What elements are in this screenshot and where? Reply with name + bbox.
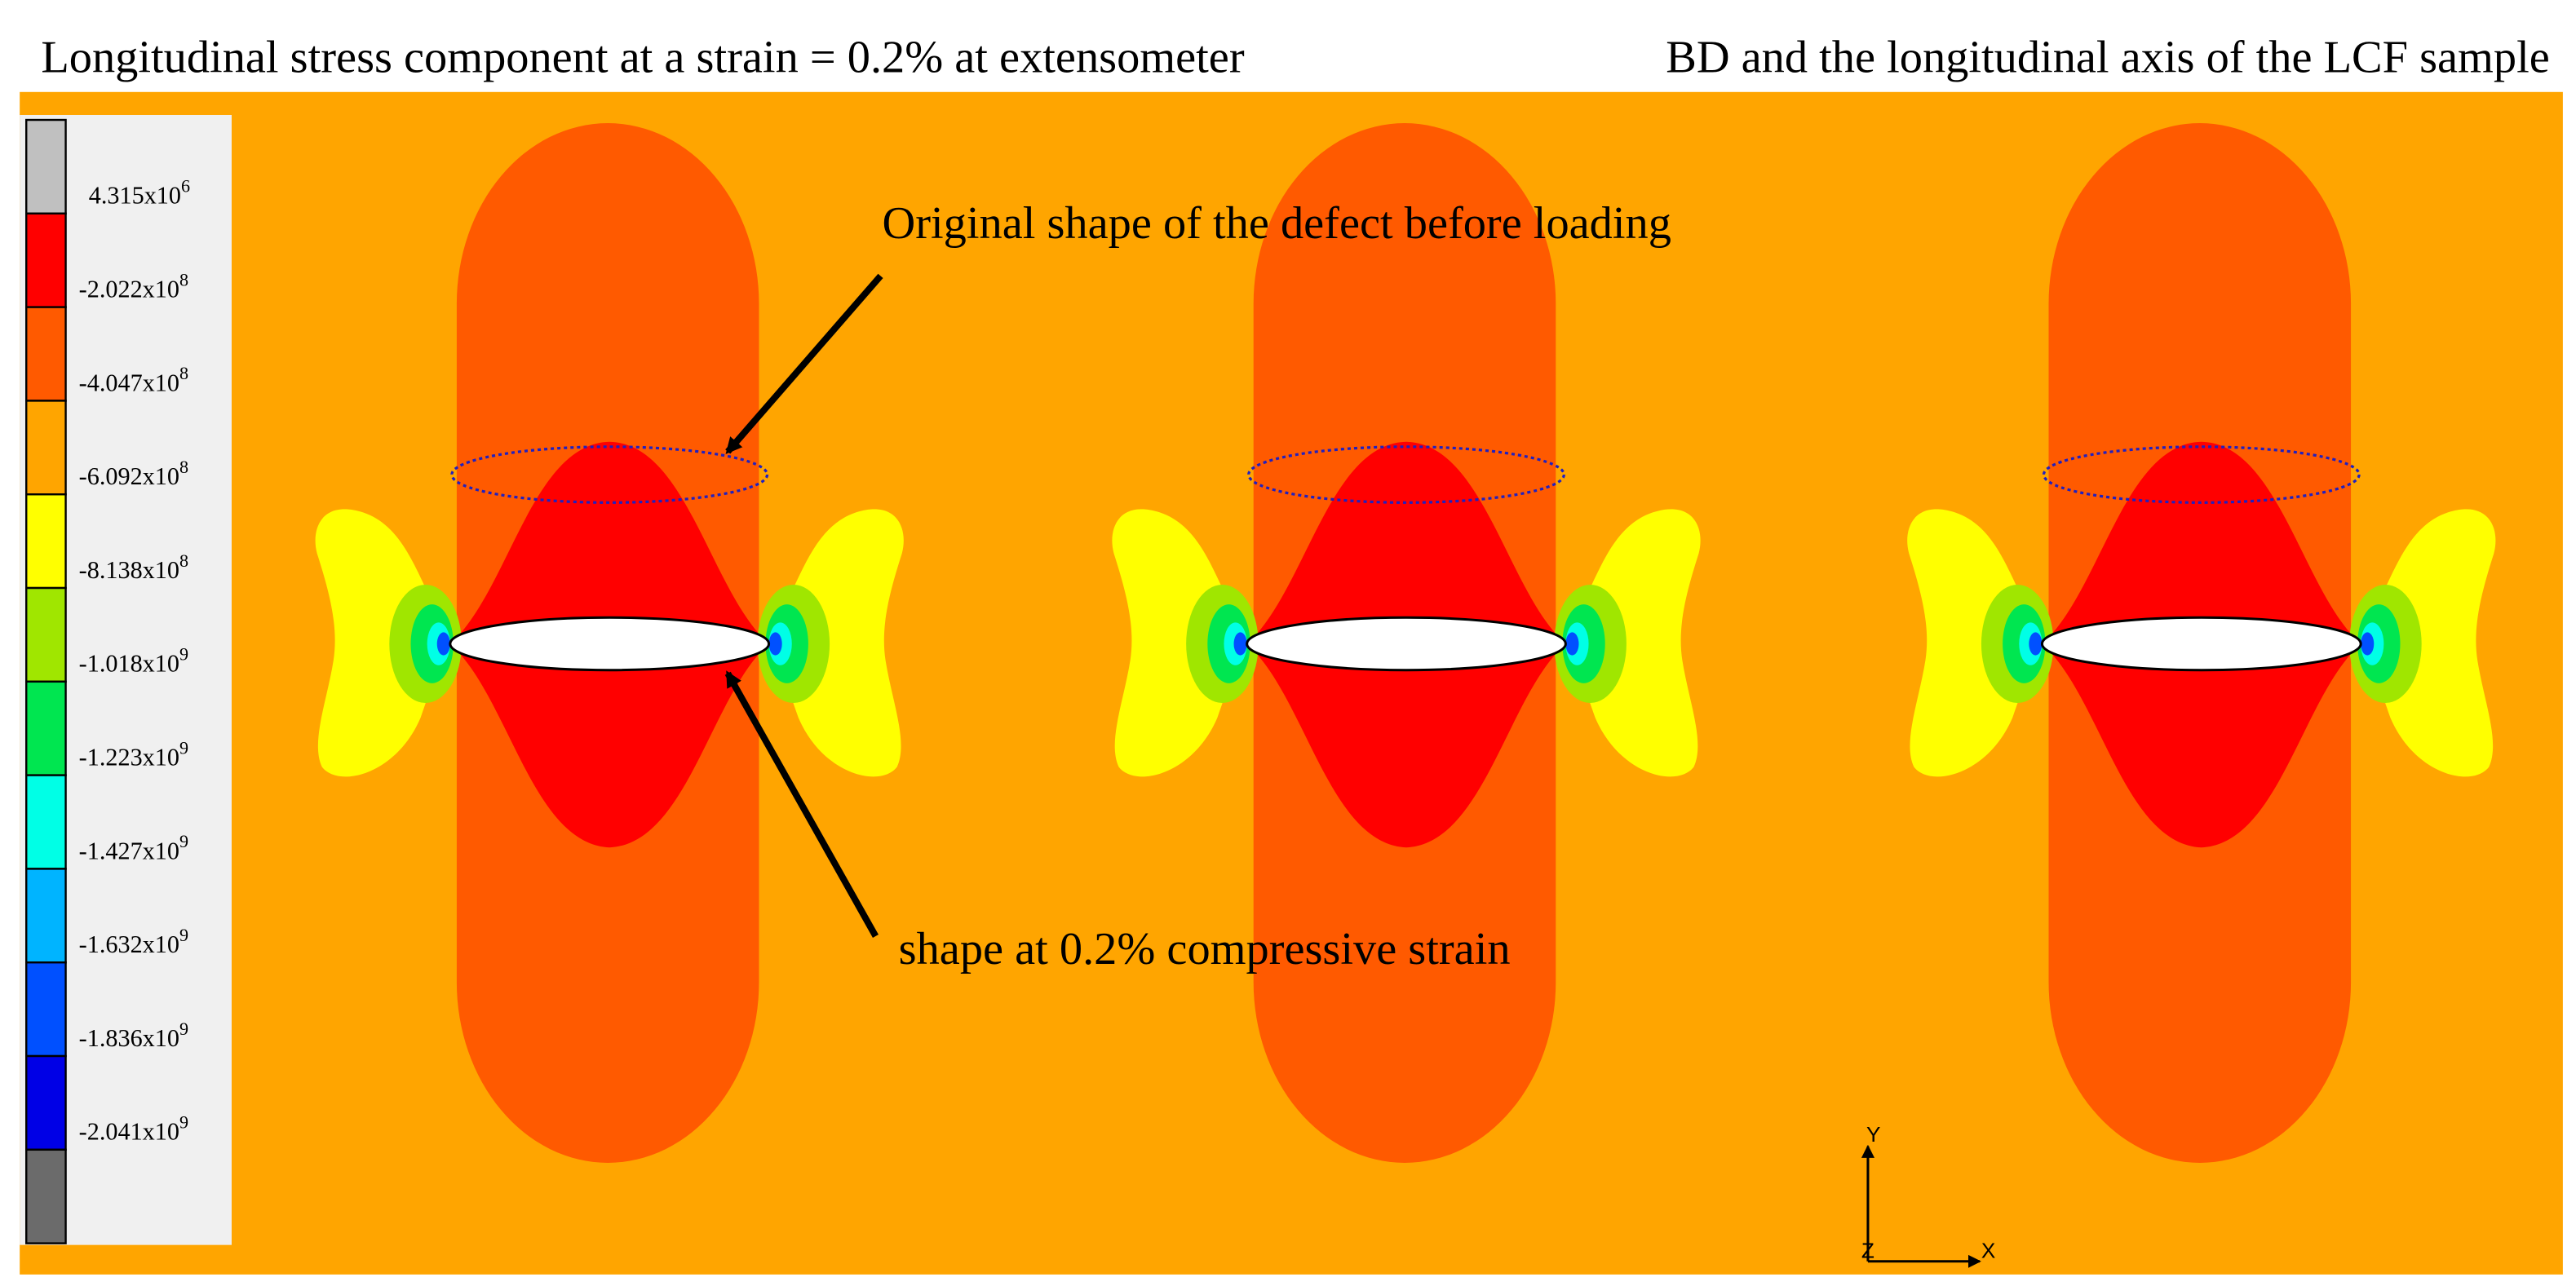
annotation-deformed: shape at 0.2% compressive strain bbox=[899, 924, 1511, 974]
legend-label: -1.632x109 bbox=[79, 925, 188, 958]
legend-label: 4.315x106 bbox=[89, 176, 190, 210]
legend-mantissa: -8.138x10 bbox=[79, 556, 179, 584]
legend-exponent: 9 bbox=[179, 925, 188, 945]
legend-swatch bbox=[25, 118, 67, 215]
legend-label: -1.223x109 bbox=[79, 737, 188, 771]
legend-swatch bbox=[25, 493, 67, 590]
legend-swatch bbox=[25, 961, 67, 1058]
arrow-original bbox=[725, 273, 883, 454]
arrow-deformed bbox=[724, 670, 879, 938]
legend-label: -2.022x108 bbox=[79, 269, 188, 303]
legend-swatch bbox=[25, 400, 67, 496]
axis-y-label: Y bbox=[1866, 1122, 1880, 1147]
legend-mantissa: -4.047x10 bbox=[79, 369, 179, 396]
legend-swatch bbox=[25, 586, 67, 683]
legend-swatch bbox=[25, 774, 67, 870]
legend-mantissa: -1.018x10 bbox=[79, 650, 179, 678]
legend-mantissa: 4.315x10 bbox=[89, 182, 181, 210]
legend-label: -1.018x109 bbox=[79, 644, 188, 678]
legend-mantissa: -2.041x10 bbox=[79, 1118, 179, 1146]
legend-mantissa: -1.632x10 bbox=[79, 930, 179, 958]
legend-exponent: 9 bbox=[179, 1112, 188, 1133]
legend-exponent: 8 bbox=[179, 269, 188, 289]
legend-swatch bbox=[25, 868, 67, 964]
legend-swatch bbox=[25, 306, 67, 402]
legend-mantissa: -1.836x10 bbox=[79, 1024, 179, 1052]
legend-label: -2.041x109 bbox=[79, 1112, 188, 1146]
legend-mantissa: -2.022x10 bbox=[79, 276, 179, 303]
legend-exponent: 8 bbox=[179, 457, 188, 477]
legend: 4.315x106-2.022x108-4.047x108-6.092x108-… bbox=[25, 118, 190, 1244]
legend-exponent: 6 bbox=[181, 176, 190, 197]
legend-mantissa: -6.092x10 bbox=[79, 462, 179, 490]
legend-swatch bbox=[25, 680, 67, 776]
axis-z-label: Z bbox=[1861, 1239, 1874, 1263]
legend-label: -1.836x109 bbox=[79, 1019, 188, 1052]
legend-exponent: 8 bbox=[179, 550, 188, 571]
legend-swatch bbox=[25, 1148, 67, 1244]
right-title: BD and the longitudinal axis of the LCF … bbox=[1666, 33, 2550, 83]
left-title: Longitudinal stress component at a strai… bbox=[41, 33, 1244, 83]
legend-swatch bbox=[25, 212, 67, 308]
legend-exponent: 8 bbox=[179, 363, 188, 383]
annotation-original: Original shape of the defect before load… bbox=[883, 198, 1671, 249]
legend-exponent: 9 bbox=[179, 737, 188, 758]
axis-x-label: X bbox=[1981, 1239, 1995, 1263]
legend-label: -6.092x108 bbox=[79, 457, 188, 490]
legend-mantissa: -1.223x10 bbox=[79, 744, 179, 771]
legend-exponent: 9 bbox=[179, 831, 188, 851]
axis-triad: Y X Z bbox=[1861, 1122, 1995, 1268]
legend-exponent: 9 bbox=[179, 1019, 188, 1039]
legend-exponent: 9 bbox=[179, 644, 188, 665]
legend-swatch bbox=[25, 1054, 67, 1151]
legend-mantissa: -1.427x10 bbox=[79, 837, 179, 864]
legend-label: -1.427x109 bbox=[79, 831, 188, 864]
legend-label: -4.047x108 bbox=[79, 363, 188, 396]
legend-label: -8.138x108 bbox=[79, 550, 188, 584]
